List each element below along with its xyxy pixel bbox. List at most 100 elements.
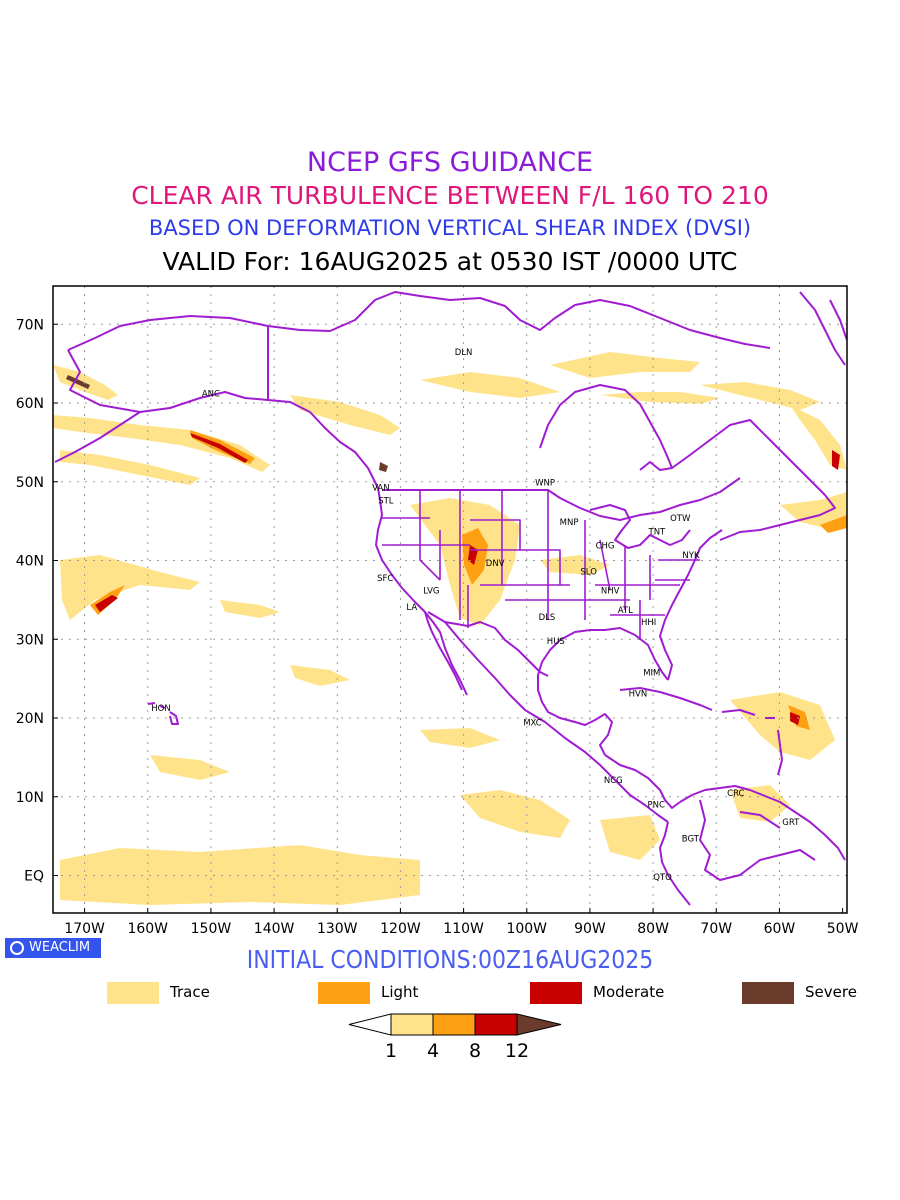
station-label: PNC: [648, 801, 665, 811]
greenland: [799, 291, 847, 366]
colorbar-high-arrow: [516, 1013, 562, 1036]
legend-swatch: [107, 982, 159, 1004]
us-mexico-border: [427, 611, 549, 677]
us-canada-border: [382, 477, 741, 521]
station-label: MIM: [643, 668, 660, 678]
station-label: MNP: [560, 518, 579, 528]
badge-label: WEACLIM: [29, 940, 91, 955]
south-america: [659, 785, 846, 906]
station-label: NCG: [604, 776, 623, 786]
colorbar-segment: [474, 1013, 518, 1036]
turbulence-patch: [66, 375, 90, 389]
plot-frame: [52, 285, 848, 914]
turbulence-patch: [550, 352, 700, 378]
lat-tick-label: 60N: [16, 396, 44, 412]
colorbar-segment: [432, 1013, 476, 1036]
great-lakes: [589, 504, 691, 549]
lon-tick-label: 150W: [191, 921, 232, 937]
colorbar-level-label: 12: [505, 1040, 529, 1062]
hawaii-islands: [147, 702, 179, 725]
turbulence-patch: [832, 450, 840, 470]
lon-tick-label: 50W: [827, 921, 859, 937]
station-label: CHG: [596, 542, 615, 552]
turbulence-patch: [460, 790, 570, 838]
turbulence-patch: [600, 815, 660, 860]
alaska-coast: [67, 349, 379, 489]
colorbar-level-label: 4: [427, 1040, 439, 1062]
lat-tick-label: 50N: [16, 475, 44, 491]
lat-tick-label: 30N: [16, 632, 44, 648]
colorbar-level-label: 8: [469, 1040, 481, 1062]
turbulence-patch: [700, 382, 820, 410]
antilles: [777, 729, 783, 776]
lon-tick-label: 100W: [506, 921, 547, 937]
station-label: ATL: [618, 606, 633, 616]
arctic-coast: [67, 291, 771, 351]
method-line: BASED ON DEFORMATION VERTICAL SHEAR INDE…: [148, 216, 752, 240]
us-west-coast: [375, 487, 468, 696]
map-title: NCEP GFS GUIDANCE: [306, 147, 594, 178]
turbulence-patch: [820, 515, 847, 533]
legend-swatch: [742, 982, 794, 1004]
station-label: QTO: [653, 873, 672, 883]
turbulence-patch: [95, 595, 118, 612]
turbulence-patch: [53, 415, 270, 472]
sa-borders: [699, 799, 816, 881]
colorbar-low-arrow: [348, 1013, 392, 1036]
legend-swatch: [530, 982, 582, 1004]
central-america: [604, 754, 681, 809]
lon-tick-label: 80W: [637, 921, 669, 937]
station-label: GRT: [782, 818, 800, 828]
lon-tick-label: 90W: [574, 921, 606, 937]
station-label: HUS: [547, 637, 565, 647]
lon-tick-label: 110W: [443, 921, 484, 937]
turbulence-patch: [60, 450, 200, 485]
station-label: VAN: [372, 483, 389, 493]
turbulence-patch: [60, 555, 200, 620]
station-label: OTW: [670, 514, 691, 524]
turbulence-patch: [150, 755, 230, 780]
legend-swatch: [318, 982, 370, 1004]
legend-label: Severe: [805, 983, 857, 1001]
coastlines-and-borders: [54, 291, 847, 906]
map-subtitle: CLEAR AIR TURBULENCE BETWEEN F/L 160 TO …: [131, 181, 769, 210]
aleutians: [54, 411, 141, 463]
lat-tick-label: 70N: [16, 317, 44, 333]
logo-ring-icon: [10, 941, 24, 955]
turbulence-field: [53, 352, 847, 905]
us-east-coast: [659, 529, 723, 681]
lat-tick-label: 40N: [16, 554, 44, 570]
cuba: [619, 687, 713, 711]
station-label: NYK: [682, 551, 700, 561]
turbulence-patch: [540, 555, 610, 575]
lat-tick-label: EQ: [24, 869, 44, 885]
turbulence-patch: [600, 392, 720, 404]
weaclim-badge[interactable]: WEACLIM: [5, 938, 101, 958]
turbulence-patch: [190, 433, 248, 463]
station-label: CRC: [727, 789, 744, 799]
station-label: SFC: [377, 574, 393, 584]
station-label: NHV: [601, 586, 620, 596]
station-label: HHI: [641, 618, 656, 628]
lat-tick-label: 10N: [16, 790, 44, 806]
turbulence-patch: [730, 692, 835, 760]
station-label: LVG: [423, 586, 439, 596]
hudson-bay: [539, 384, 673, 471]
turbulence-patch: [790, 712, 800, 725]
turbulence-patch: [420, 728, 500, 748]
lon-tick-label: 140W: [254, 921, 295, 937]
station-label: STL: [378, 497, 394, 507]
hispaniola: [721, 709, 756, 716]
turbulence-patch: [60, 845, 420, 905]
station-label: MXC: [523, 719, 542, 729]
lon-tick-label: 120W: [380, 921, 421, 937]
station-label: HVN: [629, 690, 648, 700]
station-label: DLN: [455, 348, 473, 358]
turbulence-patch: [290, 665, 350, 686]
station-label: SLO: [580, 568, 597, 578]
legend-label: Trace: [170, 983, 210, 1001]
station-label: HON: [151, 704, 170, 714]
lon-tick-label: 60W: [764, 921, 796, 937]
